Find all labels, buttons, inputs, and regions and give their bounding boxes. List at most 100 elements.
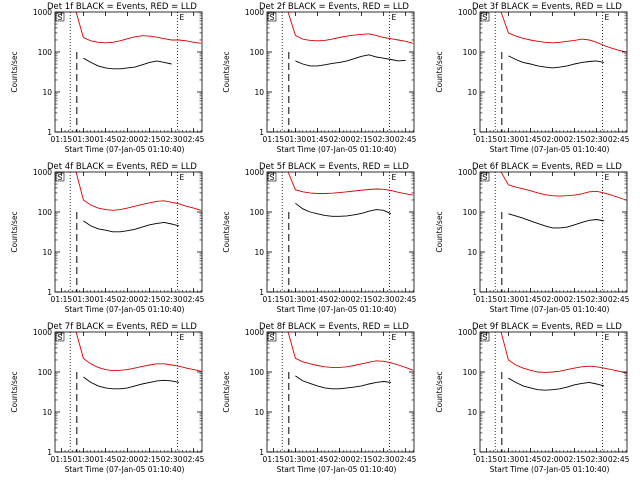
y-axis-label: Counts/sec — [435, 211, 444, 252]
x-tick-label: 02:15 — [564, 455, 586, 464]
y-tick-label: 1000 — [33, 168, 52, 177]
start-marker-label: S — [483, 13, 488, 22]
panel-title: Det 4f BLACK = Events, RED = LLD — [47, 162, 197, 172]
panel-title: Det 7f BLACK = Events, RED = LLD — [47, 322, 197, 332]
x-tick-label: 02:30 — [586, 135, 608, 144]
x-tick-label: 01:15 — [51, 295, 73, 304]
panel-title: Det 5f BLACK = Events, RED = LLD — [259, 162, 409, 172]
y-tick-label: 100 — [38, 48, 53, 57]
lld-series-line — [75, 331, 202, 372]
start-marker-box — [55, 172, 65, 182]
x-tick-label: 02:15 — [139, 455, 161, 464]
x-tick-label: 01:45 — [307, 135, 329, 144]
start-marker-label: S — [270, 333, 275, 342]
x-tick-label: 01:15 — [263, 135, 285, 144]
x-tick-label: 02:00 — [542, 455, 564, 464]
x-tick-label: 02:15 — [139, 295, 161, 304]
plot-frame — [266, 331, 415, 453]
x-tick-label: 01:15 — [263, 455, 285, 464]
start-marker-label: S — [483, 173, 488, 182]
plot-frame — [479, 11, 628, 133]
y-axis-label: Counts/sec — [435, 371, 444, 412]
lld-series-line — [287, 331, 414, 371]
x-tick-label: 01:15 — [476, 135, 498, 144]
x-tick-label: 01:45 — [307, 295, 329, 304]
x-tick-label: 02:45 — [183, 135, 205, 144]
x-tick-label: 02:00 — [329, 135, 351, 144]
lld-series-line — [500, 171, 627, 201]
x-tick-label: 01:30 — [285, 135, 307, 144]
end-marker-label: E — [605, 333, 610, 342]
y-tick-label: 10 — [467, 248, 477, 257]
start-marker-label: S — [58, 173, 63, 182]
events-series-line — [508, 377, 605, 391]
x-tick-label: 02:15 — [351, 295, 373, 304]
x-tick-label: 01:45 — [95, 135, 117, 144]
y-tick-label: 1000 — [33, 328, 52, 337]
x-axis-label: Start Time (07-Jan-05 01:10:40) — [277, 465, 397, 474]
x-tick-label: 02:30 — [373, 135, 395, 144]
y-tick-label: 100 — [38, 208, 53, 217]
x-tick-label: 02:15 — [564, 295, 586, 304]
start-marker-box — [267, 172, 277, 182]
start-marker-box — [267, 12, 277, 22]
x-tick-label: 02:30 — [161, 455, 183, 464]
x-tick-label: 02:45 — [608, 295, 630, 304]
x-tick-label: 02:00 — [542, 135, 564, 144]
lld-series-line — [287, 11, 414, 44]
x-tick-label: 01:30 — [73, 135, 95, 144]
y-tick-label: 10 — [42, 248, 52, 257]
events-series-line — [295, 54, 406, 67]
y-tick-label: 1 — [47, 448, 52, 457]
x-tick-label: 02:45 — [183, 455, 205, 464]
y-tick-label: 1 — [472, 128, 477, 137]
panel-title: Det 1f BLACK = Events, RED = LLD — [47, 2, 197, 12]
start-marker-label: S — [483, 333, 488, 342]
panel-title: Det 9f BLACK = Events, RED = LLD — [472, 322, 622, 332]
plot-frame — [266, 171, 415, 293]
y-tick-label: 1000 — [458, 8, 477, 17]
x-tick-label: 01:30 — [285, 295, 307, 304]
x-tick-label: 02:30 — [161, 295, 183, 304]
panel-title: Det 6f BLACK = Events, RED = LLD — [472, 162, 622, 172]
events-series-line — [83, 376, 180, 390]
lld-series-line — [500, 11, 627, 53]
end-marker-label: E — [180, 333, 185, 342]
x-axis-label: Start Time (07-Jan-05 01:10:40) — [277, 145, 397, 154]
panel-title: Det 2f BLACK = Events, RED = LLD — [259, 2, 409, 12]
end-marker-label: E — [392, 333, 397, 342]
end-marker-label: E — [392, 173, 397, 182]
x-tick-label: 02:45 — [395, 455, 417, 464]
y-tick-label: 1 — [472, 448, 477, 457]
x-tick-label: 02:45 — [608, 135, 630, 144]
x-tick-label: 02:30 — [586, 455, 608, 464]
start-marker-box — [480, 12, 490, 22]
x-tick-label: 01:30 — [498, 455, 520, 464]
events-series-line — [508, 213, 605, 229]
y-tick-label: 100 — [463, 368, 478, 377]
x-tick-label: 02:45 — [183, 295, 205, 304]
y-tick-label: 100 — [463, 208, 478, 217]
x-tick-label: 02:30 — [373, 455, 395, 464]
plot-frame — [54, 331, 203, 453]
y-tick-label: 1 — [259, 128, 264, 137]
x-tick-label: 02:00 — [329, 455, 351, 464]
end-marker-label: E — [392, 13, 397, 22]
y-tick-label: 1000 — [458, 168, 477, 177]
x-tick-label: 01:15 — [476, 455, 498, 464]
x-axis-label: Start Time (07-Jan-05 01:10:40) — [277, 305, 397, 314]
y-tick-label: 1 — [472, 288, 477, 297]
plot-frame — [479, 171, 628, 293]
y-tick-label: 10 — [42, 88, 52, 97]
plot-frame — [266, 11, 415, 133]
x-axis-label: Start Time (07-Jan-05 01:10:40) — [65, 465, 185, 474]
x-tick-label: 02:15 — [564, 135, 586, 144]
y-tick-label: 10 — [254, 408, 264, 417]
